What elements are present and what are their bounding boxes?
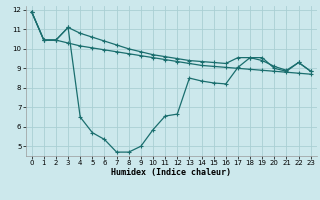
X-axis label: Humidex (Indice chaleur): Humidex (Indice chaleur) [111, 168, 231, 177]
